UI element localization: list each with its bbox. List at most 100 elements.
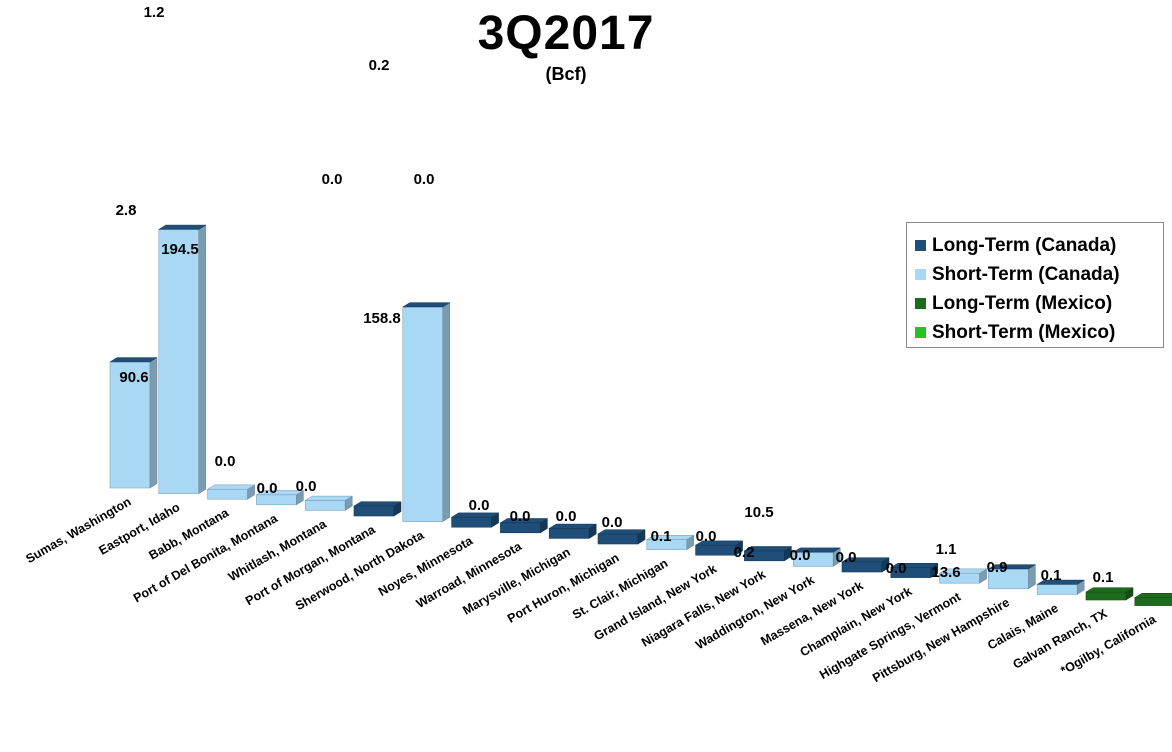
bar-6 — [401, 302, 451, 523]
bar-top — [157, 224, 207, 230]
legend-swatch — [915, 327, 926, 338]
bar-17 — [938, 568, 988, 584]
bar-18 — [987, 564, 1037, 590]
data-label: 0.2 — [734, 544, 755, 561]
x-tick-label: *Ogilby, California — [1058, 612, 1159, 678]
data-label: 0.0 — [696, 528, 717, 545]
data-label: 0.0 — [510, 508, 531, 525]
data-label: 2.8 — [116, 202, 137, 219]
bar-top — [450, 512, 500, 518]
data-label: 0.0 — [556, 508, 577, 525]
x-tick-label: Galvan Ranch, TX — [1010, 606, 1110, 672]
legend-label: Short-Term (Canada) — [932, 263, 1120, 285]
chart-title: 3Q2017 — [477, 7, 655, 60]
chart-unit: (Bcf) — [545, 64, 587, 84]
bar-20 — [1085, 587, 1134, 601]
bar-12 — [694, 540, 744, 556]
legend-label: Short-Term (Mexico) — [932, 321, 1116, 343]
x-tick-label: Sumas, Washington — [23, 494, 133, 566]
legend-item: Short-Term (Canada) — [915, 260, 1163, 289]
bar-top — [548, 523, 598, 529]
bar-top — [304, 495, 354, 501]
bar-front — [548, 528, 590, 539]
bar-side — [442, 302, 451, 523]
data-label: 0.0 — [790, 547, 811, 564]
data-label: 0.0 — [602, 514, 623, 531]
bar-front — [1085, 591, 1127, 601]
bar-2 — [206, 484, 256, 500]
legend-swatch — [915, 298, 926, 309]
bar-10 — [597, 529, 646, 545]
data-label: 0.0 — [469, 497, 490, 514]
bar-top — [255, 490, 305, 496]
data-label: 0.1 — [651, 528, 672, 545]
bar-top — [1036, 579, 1086, 585]
legend-item: Short-Term (Mexico) — [915, 318, 1163, 347]
data-label: 1.1 — [936, 541, 957, 558]
bar-front — [207, 488, 248, 500]
data-label: 90.6 — [119, 369, 148, 386]
data-label: 0.9 — [987, 559, 1008, 576]
bar-top — [889, 563, 939, 568]
bar-front — [1036, 584, 1078, 595]
legend-label: Long-Term (Canada) — [932, 234, 1117, 256]
x-tick-label: Massena, New York — [758, 578, 865, 648]
bar-top — [1085, 587, 1134, 593]
bar-front — [304, 500, 346, 511]
data-label: 0.0 — [296, 478, 317, 495]
bar-top — [694, 540, 744, 546]
legend-label: Long-Term (Mexico) — [932, 292, 1113, 314]
bar-front — [451, 516, 492, 528]
bar-15 — [841, 557, 890, 573]
data-label: 1.2 — [144, 4, 165, 21]
bar-top — [743, 546, 793, 552]
bar-top — [987, 564, 1037, 570]
bar-16 — [889, 562, 939, 579]
data-label: 158.8 — [363, 310, 401, 327]
bar-top — [109, 357, 158, 363]
bar-13 — [743, 546, 793, 562]
bar-front — [402, 306, 444, 522]
bar-9 — [548, 523, 598, 539]
bar-8 — [499, 518, 549, 534]
bar-19 — [1036, 579, 1086, 595]
data-label: 0.0 — [215, 453, 236, 470]
legend-swatch — [915, 240, 926, 251]
data-label: 194.5 — [161, 241, 199, 258]
bar-front — [158, 229, 200, 494]
bar-front — [109, 361, 151, 489]
bar-top — [206, 484, 256, 490]
bar-top — [645, 535, 695, 540]
x-tick-label: Whitlash, Montana — [226, 516, 330, 584]
data-label: 0.1 — [1041, 567, 1062, 584]
bar-front — [1134, 597, 1172, 606]
bar-top — [499, 518, 549, 524]
bar-top — [841, 557, 890, 563]
bar-top — [353, 501, 402, 507]
bar-top — [1133, 593, 1172, 598]
x-tick-label: Noyes, Minnesota — [376, 533, 476, 599]
data-label: 0.0 — [322, 171, 343, 188]
bar-top — [597, 529, 646, 535]
bar-side — [198, 224, 207, 495]
bar-side — [149, 357, 158, 489]
bar-front — [353, 505, 395, 517]
chart-legend: Long-Term (Canada) Short-Term (Canada) Lon… — [906, 222, 1164, 348]
legend-item: Long-Term (Canada) — [915, 231, 1163, 260]
data-label: 0.0 — [836, 549, 857, 566]
data-label: 10.5 — [744, 504, 773, 521]
bar-top — [401, 302, 451, 308]
data-label: 13.6 — [931, 564, 960, 581]
bar-1 — [157, 224, 207, 495]
bar-5 — [353, 501, 402, 517]
bar-front — [695, 544, 736, 556]
data-label: 0.0 — [886, 560, 907, 577]
data-label: 0.1 — [1093, 569, 1114, 586]
bar-11 — [645, 534, 695, 551]
bar-21 — [1133, 593, 1172, 606]
data-label: 0.0 — [414, 171, 435, 188]
bar-4 — [304, 495, 354, 511]
legend-item: Long-Term (Mexico) — [915, 289, 1163, 318]
